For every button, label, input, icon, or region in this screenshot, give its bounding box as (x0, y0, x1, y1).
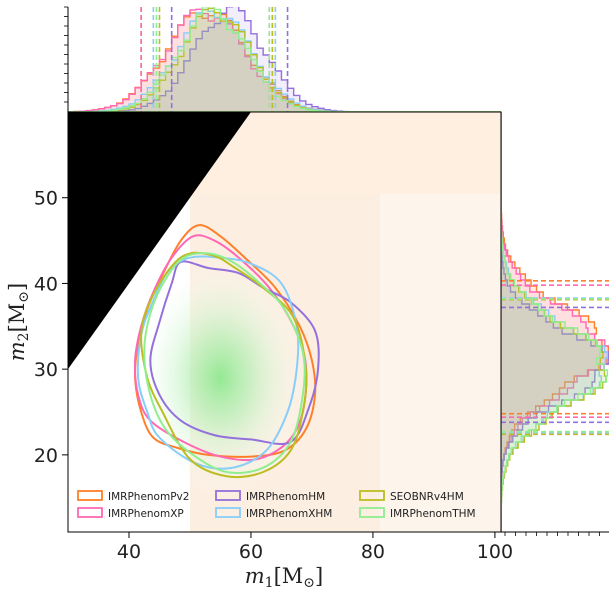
legend-label: SEOBNRv4HM (390, 491, 464, 503)
y-axis-ticks: 20 30 40 50 (34, 188, 68, 467)
legend-label: IMRPhenomHM (246, 491, 325, 503)
right-marginal-ticks (504, 532, 600, 536)
top-marginal-ticks (64, 6, 68, 103)
x-tick-label: 40 (117, 541, 141, 563)
x-tick-label: 100 (477, 541, 513, 563)
contour-imrphenomxhm (136, 255, 300, 470)
legend-swatch (77, 507, 103, 518)
legend-swatch (359, 490, 385, 501)
contour-imrphenomthm (143, 252, 306, 474)
m1-marginal-histogram (64, 6, 501, 113)
y-tick-label: 30 (34, 359, 58, 381)
legend-item: IMRPhenomPv2 (77, 490, 189, 503)
x-axis-ticks: 40 60 80 100 (117, 532, 513, 563)
y-tick-label: 40 (34, 273, 58, 295)
legend-item: IMRPhenomHM (215, 490, 325, 503)
legend-label: IMRPhenomXP (108, 508, 184, 520)
legend-swatch (215, 507, 241, 518)
excluded-region-m2-gt-m1 (68, 112, 251, 370)
x-tick-label: 80 (361, 541, 385, 563)
credible-contours (133, 224, 320, 479)
legend-item: SEOBNRv4HM (359, 490, 464, 503)
legend-swatch (215, 490, 241, 501)
legend: IMRPhenomPv2 IMRPhenomXP IMRPhenomHM IMR… (77, 490, 476, 520)
legend-label: IMRPhenomXHM (246, 508, 332, 520)
legend-item: IMRPhenomXP (77, 507, 184, 520)
contour-seobnrv4hm (140, 251, 308, 479)
x-axis-label: m1[M⊙] (245, 564, 323, 591)
legend-label: IMRPhenomPv2 (108, 491, 189, 503)
y-tick-label: 50 (34, 188, 58, 210)
main-panel: 40 60 80 100 20 30 40 50 IMRPhenomPv2 IMRPheno… (5, 111, 513, 591)
y-axis-label: m2[M⊙] (5, 283, 32, 361)
y-tick-label: 20 (34, 445, 58, 467)
legend-label: IMRPhenomTHM (390, 508, 476, 520)
legend-item: IMRPhenomXHM (215, 507, 332, 520)
m2-marginal-histogram (500, 112, 609, 536)
legend-swatch (359, 507, 385, 518)
legend-item: IMRPhenomTHM (359, 507, 476, 520)
legend-swatch (77, 490, 103, 501)
x-tick-label: 60 (239, 541, 263, 563)
